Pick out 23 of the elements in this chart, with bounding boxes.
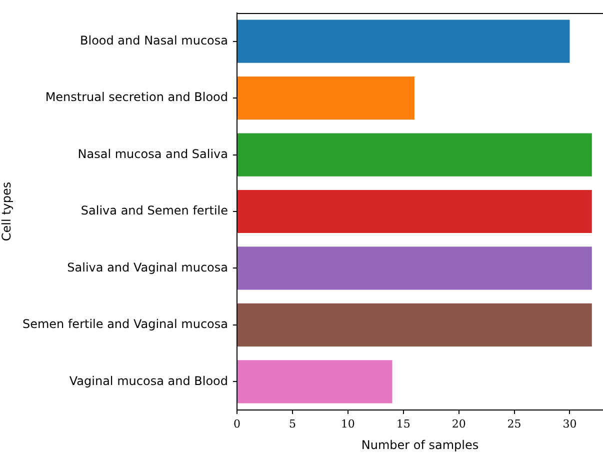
y-tick-label: Menstrual secretion and Blood [45,90,228,104]
bar [238,190,592,234]
y-axis-title: Cell types [0,182,14,242]
bar [238,246,592,290]
x-tick-label: 10 [340,417,355,430]
y-tick-label: Vaginal mucosa and Blood [69,374,228,388]
bar [238,133,592,176]
y-tick-label: Nasal mucosa and Saliva [78,146,228,161]
bar [238,76,414,120]
y-tick-label: Semen fertile and Vaginal mucosa [22,317,228,332]
x-tick-label: 15 [396,417,410,430]
x-tick-label: 25 [507,417,522,430]
x-tick-label: 0 [234,417,240,430]
x-axis-title: Number of samples [361,438,479,452]
bar [238,303,592,346]
bar [238,20,570,63]
y-tick-label: Saliva and Semen fertile [80,204,228,218]
x-tick-label: 5 [288,417,296,430]
bar [238,360,392,404]
y-tick-label: Saliva and Vaginal mucosa [67,260,228,274]
y-tick-label: Blood and Nasal mucosa [80,33,228,48]
x-tick-label: 20 [452,417,466,430]
x-tick-label: 30 [562,417,577,430]
